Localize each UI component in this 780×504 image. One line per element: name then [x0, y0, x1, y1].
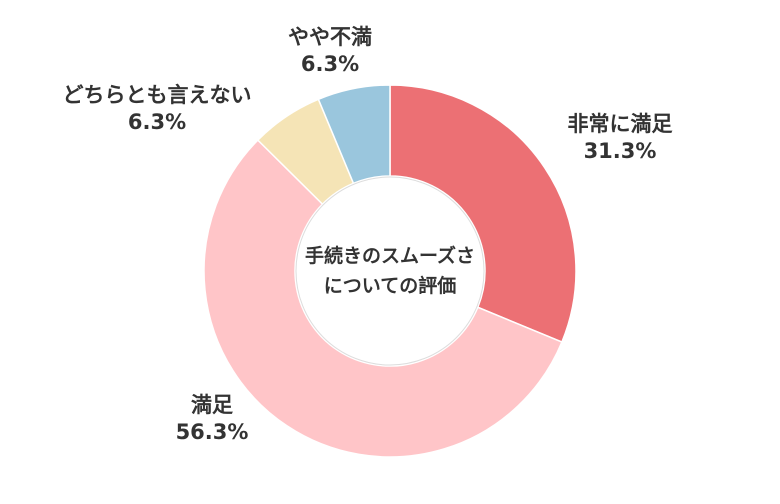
- slice-label-name: やや不満: [288, 25, 372, 49]
- slice-label-name: 非常に満足: [568, 112, 673, 136]
- center-label-line-2: についての評価: [324, 274, 456, 297]
- slice-label-name: 満足: [191, 393, 233, 417]
- slice-label-value: 6.3%: [128, 110, 186, 134]
- center-label: 手続きのスムーズさ についての評価: [305, 244, 475, 297]
- slice-label-value: 6.3%: [301, 52, 359, 76]
- slices-group: [203, 84, 577, 458]
- slice-3: [317, 84, 391, 185]
- slice-label-name: どちらとも言えない: [63, 83, 252, 107]
- center-ring: [297, 178, 483, 364]
- slice-0: [389, 84, 577, 344]
- center-ring-outline: [295, 176, 485, 366]
- slice-label-value: 31.3%: [584, 139, 657, 163]
- center-label-line-1: 手続きのスムーズさ: [305, 244, 475, 267]
- slice-labels-group: 非常に満足 31.3% 満足 56.3% どちらとも言えない 6.3% やや不満…: [63, 25, 673, 444]
- slice-label-value: 56.3%: [176, 420, 249, 444]
- slice-1: [203, 139, 563, 458]
